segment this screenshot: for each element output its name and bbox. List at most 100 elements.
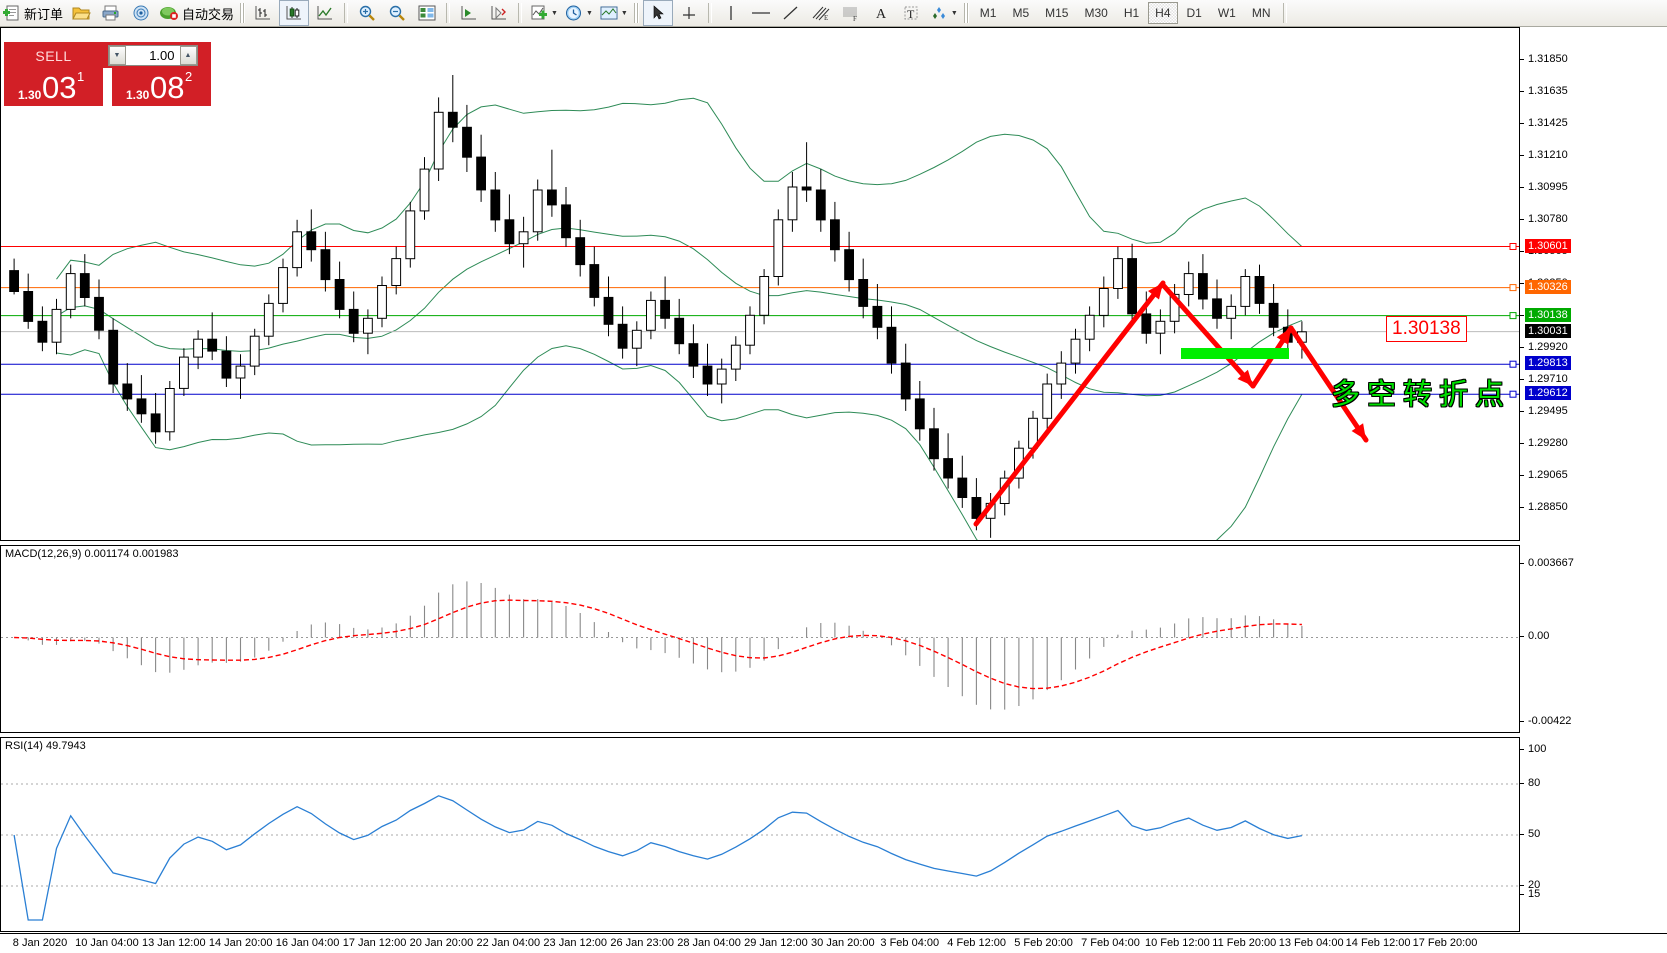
horizontal-line-icon <box>751 12 770 14</box>
macd-pane[interactable]: MACD(12,26,9) 0.001174 0.001983 <box>0 545 1520 733</box>
toolbar-grip-1[interactable] <box>240 3 246 23</box>
add-indicator-button[interactable]: ▼ <box>527 1 560 25</box>
folder-icon <box>72 7 91 20</box>
trendline-button[interactable] <box>777 1 805 25</box>
chevron-down-icon[interactable]: ▼ <box>551 9 558 17</box>
vertical-line-button[interactable] <box>717 1 745 25</box>
folder-button[interactable] <box>67 1 95 25</box>
candle-body <box>1113 258 1123 290</box>
price-tag-1.30326[interactable]: 1.30326 <box>1525 279 1571 294</box>
timeframe-d1[interactable]: D1 <box>1186 6 1202 20</box>
bar-chart-button[interactable] <box>249 1 277 25</box>
rsi-pane[interactable]: RSI(14) 49.7943 <box>0 737 1520 932</box>
candlestick-chart-button[interactable] <box>279 0 310 26</box>
templates-button[interactable]: ▼ <box>597 1 630 25</box>
buy-price-sup: 2 <box>185 69 193 84</box>
chevron-down-icon[interactable]: ▼ <box>950 9 958 17</box>
axis-tick-label: 1.29065 <box>1528 468 1568 481</box>
candle-body <box>957 477 968 499</box>
zoom-out-button[interactable] <box>383 1 411 25</box>
print-button[interactable] <box>97 1 125 25</box>
time-axis-label: 7 Feb 04:00 <box>1081 937 1140 949</box>
price-axis[interactable]: 1.31850 1.31635 1.31425 1.31210 1.30995 1.307… <box>1520 27 1667 541</box>
price-level-handle <box>1509 390 1517 398</box>
sell-button[interactable]: SELL 1.30 03 1 <box>4 42 103 106</box>
timeframe-h4[interactable]: H4 <box>1148 2 1178 24</box>
candle-body <box>164 388 175 433</box>
candle-body <box>759 276 770 316</box>
price-tag-1.30138[interactable]: 1.30138 <box>1525 307 1571 322</box>
timeframe-mn[interactable]: MN <box>1251 6 1271 20</box>
cursor-button[interactable] <box>642 0 673 26</box>
rsi-tick-mark <box>1520 885 1524 886</box>
candle-body <box>617 323 628 349</box>
candlestick-chart-icon <box>286 6 302 20</box>
period-button[interactable]: ▼ <box>562 1 595 25</box>
price-pane[interactable] <box>0 27 1520 541</box>
volume-increment-button[interactable]: ▲ <box>179 45 197 65</box>
candle-body <box>51 308 62 343</box>
vertical-line-icon <box>730 6 732 20</box>
candle-body <box>207 338 218 352</box>
axis-tick-mark <box>1520 122 1524 124</box>
text-button[interactable]: A <box>867 1 895 25</box>
timeframe-w1[interactable]: W1 <box>1217 6 1236 20</box>
network-button[interactable] <box>127 1 155 25</box>
candle-body <box>377 285 387 319</box>
shift-start-button[interactable] <box>455 1 483 25</box>
candle-body <box>688 343 699 367</box>
one-click-trade-panel[interactable]: SELL 1.30 03 1 BUY 1.30 08 2 ▼ 1.00 ▲ <box>4 42 211 106</box>
timeframe-m30[interactable]: M30 <box>1084 6 1108 20</box>
price-tag-1.29612[interactable]: 1.29612 <box>1525 386 1571 401</box>
macd-tick-label: 0.003667 <box>1528 557 1574 569</box>
toolbar-separator-4 <box>707 3 712 23</box>
macd-tick-mark <box>1520 636 1524 638</box>
new-order-button[interactable]: 新订单 <box>1 1 65 25</box>
line-chart-button[interactable] <box>311 1 339 25</box>
candle-body <box>589 264 600 298</box>
candle-body <box>646 299 656 331</box>
fibonacci-button[interactable]: F <box>837 1 865 25</box>
chevron-down-icon[interactable]: ▼ <box>585 9 593 17</box>
volume-value[interactable]: 1.00 <box>149 47 175 63</box>
zoom-in-button[interactable] <box>353 1 381 25</box>
equidistant-channel-button[interactable]: E <box>807 1 835 25</box>
tile-windows-button[interactable] <box>413 1 441 25</box>
volume-decrement-button[interactable]: ▼ <box>108 45 126 65</box>
toolbar-grip-3[interactable] <box>963 3 969 23</box>
rsi-tick-label: 50 <box>1528 828 1541 840</box>
price-annotation-box[interactable]: 1.30138 <box>1386 316 1467 342</box>
print-icon <box>102 5 119 21</box>
autotrading-button[interactable]: 自动交易 <box>157 1 236 25</box>
shift-end-button[interactable] <box>485 1 513 25</box>
price-tag-1.29813[interactable]: 1.29813 <box>1525 356 1571 371</box>
rsi-tick-mark <box>1520 749 1524 750</box>
timeframe-m5[interactable]: M5 <box>1012 6 1030 20</box>
candle-body <box>886 326 897 364</box>
candle-body <box>65 273 76 310</box>
chevron-down-icon[interactable]: ▼ <box>620 9 628 17</box>
crosshair-button[interactable] <box>675 1 703 25</box>
timeframe-m15[interactable]: M15 <box>1045 6 1069 20</box>
toolbar-grip-2[interactable] <box>633 3 639 23</box>
shift-start-icon <box>461 6 477 20</box>
fibonacci-icon: F <box>842 7 857 22</box>
chinese-note-label[interactable]: 多空转折点 <box>1331 377 1512 411</box>
horizontal-line-button[interactable] <box>747 1 775 25</box>
shapes-button[interactable]: ▼ <box>927 1 960 25</box>
text-label-button[interactable]: T <box>897 1 925 25</box>
candle-body <box>1141 313 1152 334</box>
bar-chart-icon <box>255 6 271 20</box>
volume-stepper[interactable]: ▼ 1.00 ▲ <box>107 44 198 66</box>
autotrading-label: 自动交易 <box>182 6 235 22</box>
timeframe-m1[interactable]: M1 <box>979 6 997 20</box>
candle-body <box>405 210 416 260</box>
svg-text:E: E <box>824 14 828 22</box>
candle-body <box>1212 298 1222 319</box>
price-tag-1.30031[interactable]: 1.30031 <box>1525 323 1571 338</box>
network-icon <box>133 5 149 21</box>
price-tag-1.30601[interactable]: 1.30601 <box>1525 238 1571 253</box>
rsi-chart-svg <box>1 783 1519 921</box>
volume-control[interactable]: ▼ 1.00 ▲ <box>103 42 202 68</box>
timeframe-h1[interactable]: H1 <box>1123 6 1140 20</box>
